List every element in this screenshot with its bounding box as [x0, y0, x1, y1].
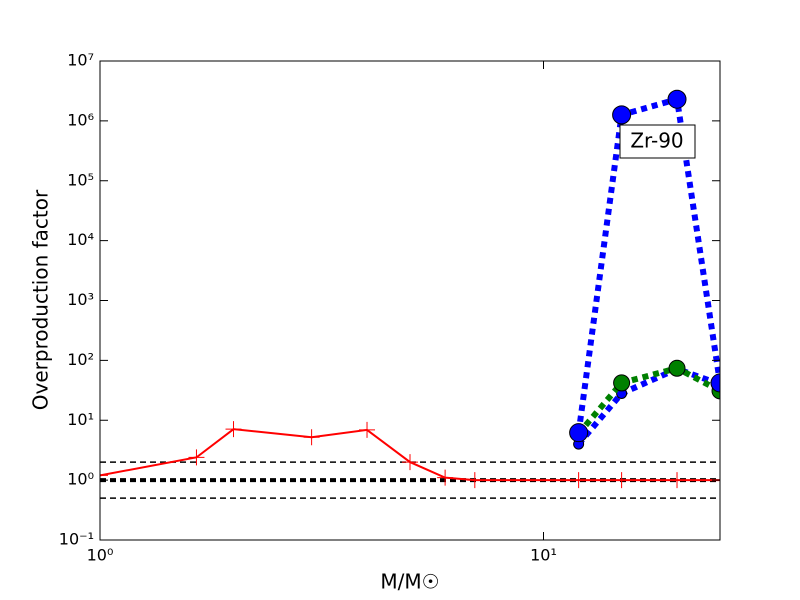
series-line — [575, 95, 720, 434]
x-axis-label: M/M☉ — [380, 570, 439, 594]
y-tick-label: 10⁵ — [67, 170, 94, 189]
marker — [402, 454, 418, 471]
marker — [570, 472, 587, 489]
marker — [359, 421, 376, 438]
marker — [100, 467, 108, 484]
marker — [669, 472, 686, 489]
marker — [710, 373, 720, 393]
y-tick-label: 10¹ — [67, 410, 94, 429]
y-tick-label: 10² — [67, 350, 94, 369]
y-tick-label: 10⁶ — [67, 110, 94, 129]
annotation-text: Zr-90 — [630, 129, 683, 153]
marker — [569, 423, 589, 443]
marker — [668, 359, 686, 377]
y-axis-label: Overproduction factor — [29, 189, 53, 410]
y-tick-label: 10⁷ — [67, 51, 94, 70]
marker — [225, 421, 242, 438]
series-line — [576, 365, 720, 447]
x-tick-label: 10¹ — [530, 546, 557, 565]
series-line — [100, 428, 720, 482]
annotation-box — [619, 124, 696, 159]
y-tick-label: 10⁴ — [67, 230, 94, 249]
marker — [613, 472, 630, 489]
marker — [612, 105, 632, 125]
marker — [303, 429, 320, 446]
marker — [188, 449, 205, 466]
y-tick-label: 10³ — [67, 290, 94, 309]
x-tick-label: 10⁰ — [87, 546, 114, 565]
plot-area — [100, 89, 720, 499]
annotation: Zr-90 — [619, 124, 696, 159]
y-tick-label: 10⁻¹ — [59, 530, 94, 549]
marker — [437, 469, 454, 486]
series-line — [576, 365, 720, 436]
marker — [466, 472, 483, 489]
marker — [613, 374, 631, 392]
marker — [667, 89, 687, 109]
y-tick-label: 10⁰ — [67, 470, 94, 489]
